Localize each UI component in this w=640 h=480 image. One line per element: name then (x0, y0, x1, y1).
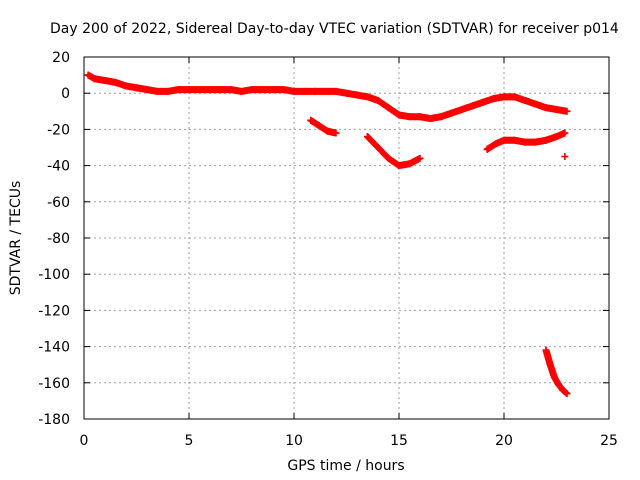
data-point (332, 87, 340, 95)
data-point (374, 144, 382, 151)
chart-title: Day 200 of 2022, Sidereal Day-to-day VTE… (50, 21, 619, 37)
data-point (483, 145, 491, 153)
y-tick-label: -140 (38, 340, 70, 356)
data-point (322, 87, 329, 95)
y-tick-label: 0 (61, 86, 70, 102)
data-point (469, 102, 476, 110)
data-point (248, 86, 256, 94)
data-point (332, 129, 340, 137)
data-point (490, 95, 497, 103)
data-point (542, 136, 550, 144)
data-point (133, 84, 140, 92)
data-point (561, 129, 569, 137)
y-tick-label: -160 (38, 376, 70, 392)
data-point (532, 138, 539, 146)
data-point (91, 75, 98, 83)
x-tick-label: 0 (80, 433, 89, 449)
data-point (458, 105, 466, 113)
x-tick-label: 10 (285, 433, 303, 449)
y-tick-label: -40 (47, 159, 70, 175)
data-point (217, 86, 224, 94)
y-tick-label: -60 (47, 195, 70, 211)
data-point (542, 104, 550, 112)
data-point (521, 138, 529, 146)
data-point (521, 96, 529, 104)
data-point (500, 93, 508, 101)
data-point (555, 381, 563, 389)
data-point (196, 86, 203, 94)
data-point (561, 153, 569, 161)
data-point (532, 100, 539, 108)
y-tick-label: -120 (38, 303, 70, 319)
data-point (101, 77, 109, 85)
x-tick-label: 5 (185, 433, 194, 449)
data-point (353, 91, 361, 99)
data-point (84, 71, 92, 79)
data-point (227, 86, 235, 94)
data-point (315, 122, 323, 130)
data-point (563, 390, 571, 398)
data-point (542, 346, 550, 354)
x-tick-label: 20 (495, 433, 513, 449)
data-point (395, 111, 403, 119)
data-point (546, 361, 554, 369)
data-point (324, 127, 332, 135)
data-point (553, 105, 560, 113)
data-point (301, 87, 308, 95)
y-tick-label: -100 (38, 267, 70, 283)
data-point (311, 87, 319, 95)
data-points (84, 71, 571, 398)
y-tick-label: -20 (47, 122, 70, 138)
data-point (550, 373, 558, 381)
data-point (448, 109, 455, 117)
x-tick-label: 15 (390, 433, 408, 449)
data-point (559, 386, 567, 394)
data-point (154, 87, 161, 95)
data-point (385, 154, 392, 162)
data-point (479, 98, 487, 106)
data-point (364, 133, 371, 141)
data-point (511, 93, 518, 101)
data-point (406, 113, 413, 121)
data-point (553, 133, 560, 141)
data-point (500, 136, 508, 144)
data-point (206, 86, 214, 94)
x-axis-label: GPS time / hours (287, 458, 404, 474)
data-point (164, 87, 172, 95)
data-point (280, 86, 287, 94)
data-point (563, 107, 571, 115)
data-point (406, 160, 413, 168)
data-point (175, 86, 182, 94)
y-tick-label: -180 (38, 412, 70, 428)
data-point (492, 140, 500, 148)
data-point (364, 93, 371, 101)
data-point (307, 116, 315, 124)
data-point (416, 113, 424, 121)
grid (84, 57, 609, 419)
y-tick-label: -80 (47, 231, 70, 247)
data-point (437, 113, 445, 121)
axis-ticks: 0 5 10 15 20 25 20 0 -20 -40 -60 -80 -100 -120 -140 -16… (38, 50, 618, 449)
data-point (143, 86, 151, 94)
data-point (343, 89, 350, 97)
data-point (385, 104, 392, 112)
y-tick-label: 20 (52, 50, 70, 66)
data-point (511, 136, 518, 144)
data-point (185, 86, 193, 94)
data-point (395, 162, 403, 170)
data-point (416, 154, 424, 162)
y-axis-label: SDTVAR / TECUs (8, 181, 24, 296)
data-point (112, 78, 119, 86)
data-point (259, 86, 266, 94)
data-point (374, 96, 382, 104)
data-point (269, 86, 277, 94)
data-point (427, 115, 434, 123)
data-point (290, 87, 298, 95)
data-point (122, 82, 130, 90)
x-tick-label: 25 (600, 433, 618, 449)
data-point (238, 87, 245, 95)
